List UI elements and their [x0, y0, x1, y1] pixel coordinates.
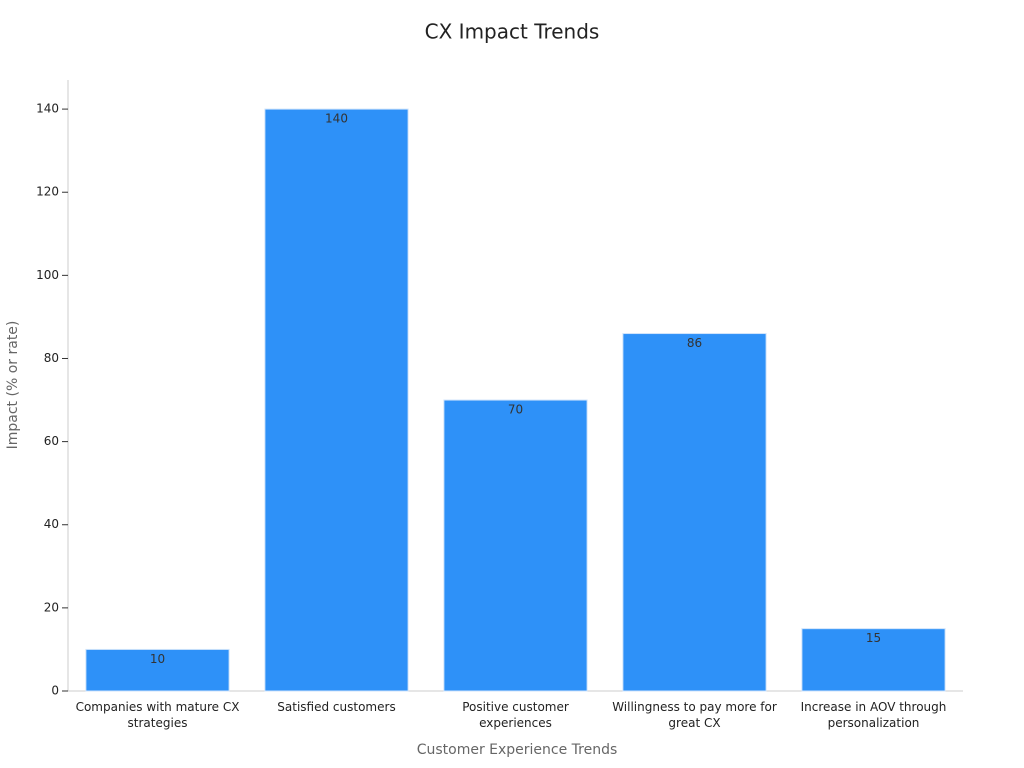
- x-tick-label: Satisfied customers: [277, 700, 396, 714]
- y-tick-label: 20: [44, 600, 59, 614]
- x-tick-label: Increase in AOV through personalization: [800, 700, 947, 730]
- bar: [622, 333, 767, 692]
- y-tick-label: 140: [36, 102, 59, 116]
- chart-title: CX Impact Trends: [425, 20, 600, 44]
- y-tick-label: 40: [44, 517, 59, 531]
- y-tick-label: 80: [44, 351, 59, 365]
- x-tick-label: Companies with mature CX strategies: [75, 700, 240, 730]
- data-label: 70: [508, 403, 523, 417]
- bar: [264, 108, 409, 692]
- data-label: 15: [866, 631, 881, 645]
- y-tick-label: 60: [44, 434, 59, 448]
- bar: [443, 399, 588, 692]
- data-label: 86: [687, 336, 702, 350]
- y-tick-label: 120: [36, 185, 59, 199]
- y-axis-label: Impact (% or rate): [5, 321, 21, 450]
- bar: [801, 628, 946, 692]
- data-label: 140: [325, 112, 348, 126]
- y-tick-label: 100: [36, 268, 59, 282]
- data-label: 10: [150, 652, 165, 666]
- y-tick-label: 0: [51, 684, 59, 698]
- bar: [85, 648, 230, 692]
- x-axis-label: Customer Experience Trends: [417, 742, 618, 758]
- x-tick-label: Willingness to pay more for great CX: [612, 700, 777, 730]
- x-tick-label: Positive customer experiences: [462, 700, 569, 730]
